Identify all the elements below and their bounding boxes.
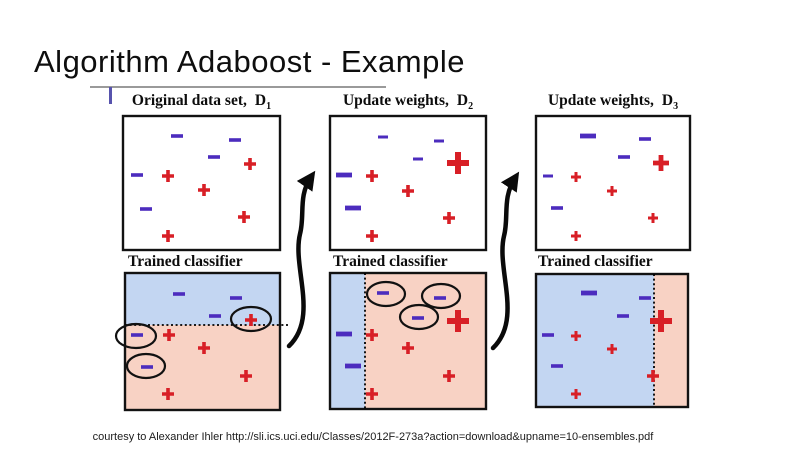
panel2-header-var: D2: [456, 92, 474, 113]
plus-point: [198, 184, 210, 196]
plus-point: [443, 370, 455, 382]
plus-point: [366, 230, 378, 242]
data-box: [121, 114, 282, 252]
misclassified-circle: [114, 322, 158, 350]
plus-point: [240, 370, 252, 382]
plus-point: [443, 212, 455, 224]
plus-point: [648, 213, 658, 223]
classifier-region-negative: [125, 273, 280, 325]
plus-point: [198, 342, 210, 354]
plus-point: [647, 370, 659, 382]
panel3-classifier-label: Trained classifier: [538, 253, 653, 270]
panel1-header-var: D1: [254, 92, 272, 113]
classifier-box: [534, 272, 690, 409]
plus-point: [650, 310, 672, 332]
plus-point: [366, 329, 378, 341]
title-underline: [90, 86, 386, 88]
panel2-classifier-label: Trained classifier: [333, 253, 448, 270]
plus-point: [447, 310, 469, 332]
plus-point: [366, 388, 378, 400]
plus-point: [447, 152, 469, 174]
iteration-arrow: [286, 170, 316, 349]
misclassified-circle: [420, 282, 462, 310]
slide-title: Algorithm Adaboost - Example: [34, 44, 465, 79]
plus-point: [162, 388, 174, 400]
plus-point: [162, 170, 174, 182]
classifier-region-positive: [654, 274, 688, 407]
misclassified-circle: [398, 303, 440, 331]
panel3-header-label: Update weights,: [547, 92, 654, 109]
panel1-header-label: Original data set,: [131, 92, 247, 109]
plus-point: [366, 170, 378, 182]
misclassified-circle: [125, 352, 167, 380]
classifier-region-negative: [536, 274, 654, 407]
plus-point: [571, 231, 581, 241]
panel1-classifier-label: Trained classifier: [128, 253, 243, 270]
panel1-header: Original data set, D1: [123, 92, 280, 112]
iteration-arrow: [490, 171, 520, 351]
data-box: [328, 114, 488, 252]
plus-point: [571, 331, 581, 341]
misclassified-circle: [229, 305, 273, 333]
plus-point: [571, 172, 581, 182]
plus-point: [607, 344, 617, 354]
cursor-tick: [109, 87, 112, 104]
data-box: [534, 114, 692, 252]
plus-point: [402, 342, 414, 354]
plus-point: [653, 155, 669, 171]
misclassified-circle: [365, 280, 407, 308]
plus-point: [244, 158, 256, 170]
panel3-header-var: D3: [661, 92, 679, 113]
plus-point: [402, 185, 414, 197]
plus-point: [162, 230, 174, 242]
plus-point: [571, 389, 581, 399]
plus-point: [245, 314, 257, 326]
classifier-box: [328, 271, 488, 411]
plus-point: [238, 211, 250, 223]
plus-point: [607, 186, 617, 196]
classifier-box: [123, 271, 282, 412]
panel2-header-label: Update weights,: [342, 92, 449, 109]
classifier-region-negative: [330, 273, 365, 409]
panel2-header: Update weights, D2: [330, 92, 486, 112]
panel3-header: Update weights, D3: [536, 92, 690, 112]
caption: courtesy to Alexander Ihler http://sli.i…: [92, 431, 654, 443]
classifier-region-positive: [365, 273, 486, 409]
plus-point: [163, 329, 175, 341]
